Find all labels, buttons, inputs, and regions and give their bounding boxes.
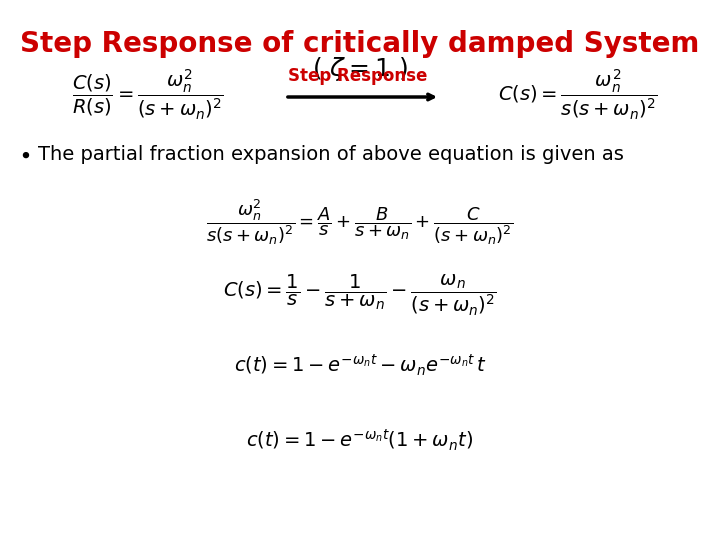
Text: $\dfrac{C(s)}{R(s)} = \dfrac{\omega_n^2}{\left(s+\omega_n\right)^2}$: $\dfrac{C(s)}{R(s)} = \dfrac{\omega_n^2}… [72, 68, 224, 122]
Text: $c(t) = 1 - e^{-\omega_n t} - \omega_n e^{-\omega_n t}\,t$: $c(t) = 1 - e^{-\omega_n t} - \omega_n e… [233, 353, 487, 377]
Text: Step Response: Step Response [288, 67, 428, 85]
Text: $C(s) = \dfrac{\omega_n^2}{s\left(s+\omega_n\right)^2}$: $C(s) = \dfrac{\omega_n^2}{s\left(s+\ome… [498, 68, 657, 122]
Text: $\bullet$: $\bullet$ [18, 145, 30, 165]
Text: The partial fraction expansion of above equation is given as: The partial fraction expansion of above … [38, 145, 624, 165]
Text: $\dfrac{\omega_n^2}{s\left(s+\omega_n\right)^2} = \dfrac{A}{s}+\dfrac{B}{s+\omeg: $\dfrac{\omega_n^2}{s\left(s+\omega_n\ri… [207, 197, 513, 247]
Text: $c(t) = 1 - e^{-\omega_n t}\left(1+\omega_n t\right)$: $c(t) = 1 - e^{-\omega_n t}\left(1+\omeg… [246, 427, 474, 453]
Text: $( \ \zeta = 1 \ )$: $( \ \zeta = 1 \ )$ [312, 55, 408, 83]
Text: Step Response of critically damped System: Step Response of critically damped Syste… [20, 30, 700, 58]
Text: $C(s) = \dfrac{1}{s} - \dfrac{1}{s+\omega_n} - \dfrac{\omega_n}{\left(s+\omega_n: $C(s) = \dfrac{1}{s} - \dfrac{1}{s+\omeg… [223, 272, 497, 318]
